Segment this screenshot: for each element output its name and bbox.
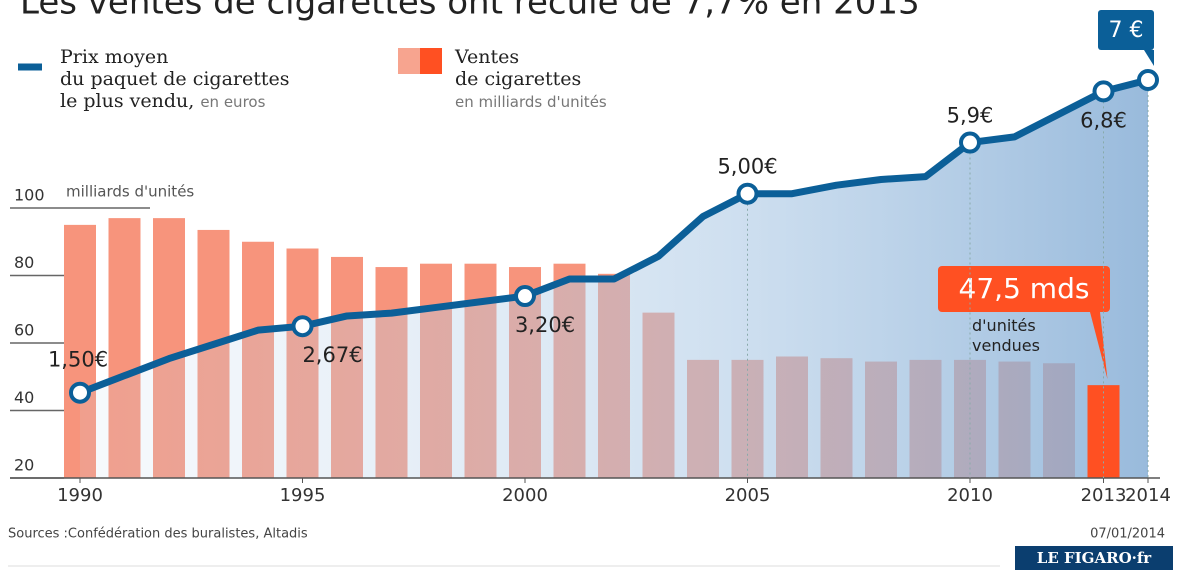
legend-text: Prix moyen du paquet de cigarettes le pl… [60, 46, 290, 112]
y-tick-label: 80 [14, 253, 34, 272]
x-tick-label: 2005 [725, 485, 771, 506]
price-marker [291, 315, 314, 338]
price-marker [1092, 80, 1115, 103]
price-marker [69, 381, 91, 404]
y-axis-label: milliards d'unités [66, 183, 194, 201]
source: Sources :Confédération des buralistes, A… [8, 527, 308, 542]
legend-swatch [398, 48, 420, 74]
annotation-box [938, 266, 1110, 312]
price-marker [736, 182, 759, 205]
date: 07/01/2014 [1090, 527, 1165, 542]
logo-box [1015, 546, 1173, 570]
price-label: 6,8€ [1080, 108, 1127, 132]
logo: LE FIGARO·fr [1037, 549, 1153, 567]
price-label: 5,9€ [947, 104, 994, 128]
y-tick-label: 40 [14, 388, 34, 407]
price-label: 7 € [1109, 18, 1144, 43]
legend-unit: en euros [200, 93, 266, 111]
x-tick-label: 2013 [1081, 485, 1127, 506]
legend-label: Ventes de cigarettes en milliards d'unité… [455, 46, 607, 113]
price-marker [514, 285, 536, 308]
y-tick-label: 100 [14, 186, 45, 205]
legend-swatch [420, 48, 442, 74]
price-label: 2,67€ [302, 343, 362, 367]
x-tick-label: 2014 [1125, 485, 1171, 506]
x-tick-label: 1990 [57, 485, 103, 506]
price-label: 3,20€ [515, 313, 575, 337]
y-tick-label: 60 [14, 321, 34, 340]
price-label: 1,50€ [48, 348, 108, 372]
price-pointer [1144, 50, 1154, 66]
chart-title: Les ventes de cigarettes ont reculé de 7… [20, 0, 920, 23]
legend-label: Prix moyen du paquet de cigarettes le pl… [60, 46, 290, 113]
price-box [1098, 10, 1154, 50]
price-marker [959, 131, 981, 154]
legend-text: Ventes de cigarettes [455, 46, 582, 90]
annotation: d'unités vendues [972, 316, 1040, 355]
x-tick-label: 1995 [280, 485, 326, 506]
price-marker [1137, 69, 1159, 91]
bar-value-label: 47,5 mds [959, 272, 1090, 305]
legend-unit: en milliards d'unités [455, 93, 607, 111]
price-label: 5,00€ [717, 155, 777, 179]
y-tick-label: 20 [14, 456, 34, 475]
x-tick-label: 2000 [502, 485, 548, 506]
x-tick-label: 2010 [947, 485, 993, 506]
